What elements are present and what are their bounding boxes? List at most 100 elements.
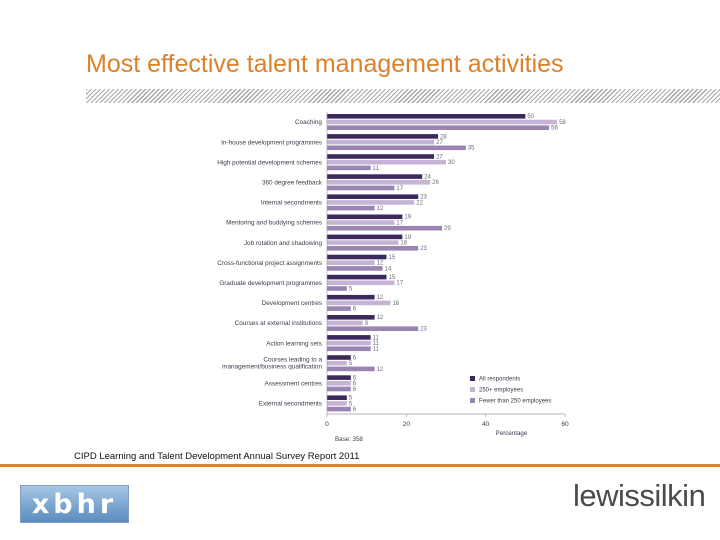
category-label: Graduate development programmes — [219, 280, 322, 287]
bar-value-label: 19 — [404, 235, 411, 241]
bar-250-plus — [327, 401, 347, 406]
bar-value-label: 6 — [353, 381, 357, 387]
bar-all-respondents — [327, 234, 403, 240]
bar-value-label: 12 — [377, 206, 384, 212]
footer-rule — [0, 464, 720, 467]
category-label: Development centres — [262, 300, 322, 307]
bar-value-label: 9 — [365, 321, 369, 327]
xbhr-logo-text: xbhr — [31, 489, 118, 520]
bar-fewer-than-250 — [327, 266, 383, 271]
bar-value-label: 6 — [353, 407, 357, 413]
bar-250-plus — [327, 159, 446, 165]
category-label: 360 degree feedback — [262, 180, 323, 187]
category-label: In-house development programmes — [221, 139, 322, 146]
bar-value-label: 6 — [353, 387, 357, 393]
bar-all-respondents — [327, 254, 387, 260]
bar-all-respondents — [327, 114, 526, 119]
bar-250-plus — [327, 260, 375, 265]
bar-value-label: 11 — [373, 347, 380, 353]
bar-all-respondents — [327, 174, 423, 179]
bar-value-label: 15 — [389, 275, 396, 281]
bar-value-label: 56 — [551, 126, 558, 132]
bar-value-label: 12 — [377, 315, 384, 321]
bar-fewer-than-250 — [327, 286, 347, 291]
bar-all-respondents — [327, 194, 419, 199]
legend-swatch — [470, 376, 475, 381]
bar-all-respondents — [327, 355, 351, 360]
bar-value-label: 12 — [377, 295, 384, 301]
bar-value-label: 6 — [353, 355, 357, 361]
bar-fewer-than-250 — [327, 125, 550, 130]
bar-250-plus — [327, 220, 395, 225]
bar-value-label: 19 — [404, 215, 411, 221]
bar-value-label: 50 — [527, 114, 534, 120]
bar-all-respondents — [327, 154, 435, 159]
category-label: Assessment centres — [264, 381, 322, 388]
category-label: Mentoring and buddying schemes — [226, 220, 322, 227]
x-tick-label: 20 — [403, 421, 411, 428]
xbhr-logo: xbhr — [20, 485, 129, 523]
bar-all-respondents — [327, 375, 351, 380]
category-label: External secondments — [259, 401, 322, 408]
category-label: Courses leading to a management/business … — [222, 357, 322, 371]
legend-swatch — [470, 398, 475, 403]
bar-fewer-than-250 — [327, 225, 443, 231]
slide-title: Most effective talent management activit… — [86, 50, 564, 78]
bar-value-label: 5 — [349, 396, 353, 402]
bar-all-respondents — [327, 294, 375, 300]
bar-value-label: 17 — [396, 281, 403, 287]
x-tick-label: 0 — [325, 421, 329, 428]
bar-250-plus — [327, 381, 351, 386]
bar-value-label: 27 — [436, 140, 443, 146]
bar-value-label: 18 — [400, 241, 407, 247]
bar-250-plus — [327, 280, 395, 286]
bar-value-label: 14 — [385, 266, 392, 272]
bar-value-label: 35 — [468, 146, 475, 152]
bar-value-label: 12 — [377, 261, 384, 267]
bar-value-label: 5 — [349, 286, 353, 292]
category-label-line: management/business qualification — [222, 364, 322, 371]
legend-label: Fewer than 250 employees — [479, 399, 551, 405]
bar-value-label: 11 — [373, 341, 380, 347]
bar-250-plus — [327, 360, 347, 366]
bar-value-label: 24 — [424, 175, 431, 181]
source-caption: CIPD Learning and Talent Development Ann… — [74, 451, 360, 462]
bar-value-label: 17 — [396, 186, 403, 192]
bar-250-plus — [327, 300, 391, 306]
bar-250-plus — [327, 320, 363, 326]
legend-label: All respondents — [479, 377, 520, 383]
bar-value-label: 23 — [420, 327, 427, 333]
bar-all-respondents — [327, 395, 347, 400]
bar-fewer-than-250 — [327, 205, 375, 211]
lewissilkin-logo: lewissilkin — [573, 478, 706, 513]
bar-value-label: 29 — [444, 226, 451, 232]
bar-250-plus — [327, 139, 435, 145]
bar-chart: Coaching In-house development programmes H… — [217, 112, 569, 443]
bar-value-label: 22 — [416, 200, 423, 206]
bar-fewer-than-250 — [327, 306, 351, 311]
category-label: Internal secondments — [261, 200, 322, 207]
bar-value-label: 58 — [559, 120, 566, 126]
legend-label: 250+ employees — [479, 388, 523, 394]
bar-value-label: 27 — [436, 154, 443, 160]
category-label: Coaching — [295, 119, 322, 126]
bar-all-respondents — [327, 214, 403, 220]
bar-value-label: 30 — [448, 160, 455, 166]
bar-fewer-than-250 — [327, 406, 351, 412]
category-label: Job rotation and shadowing — [244, 240, 323, 247]
bar-250-plus — [327, 119, 558, 125]
bar-250-plus — [327, 180, 431, 185]
category-label: Courses at external institutions — [235, 320, 322, 327]
legend-swatch — [470, 387, 475, 392]
x-tick-label: 60 — [561, 421, 569, 428]
x-tick-label: 40 — [482, 421, 490, 428]
bar-value-label: 23 — [420, 195, 427, 201]
bar-value-label: 26 — [432, 180, 439, 186]
bar-fewer-than-250 — [327, 246, 419, 251]
bar-fewer-than-250 — [327, 366, 375, 372]
bar-value-label: 16 — [392, 301, 399, 307]
bar-value-label: 28 — [440, 134, 447, 140]
bar-value-label: 5 — [349, 361, 353, 367]
category-label: Cross-functional project assignments — [217, 260, 322, 267]
bar-250-plus — [327, 240, 399, 245]
